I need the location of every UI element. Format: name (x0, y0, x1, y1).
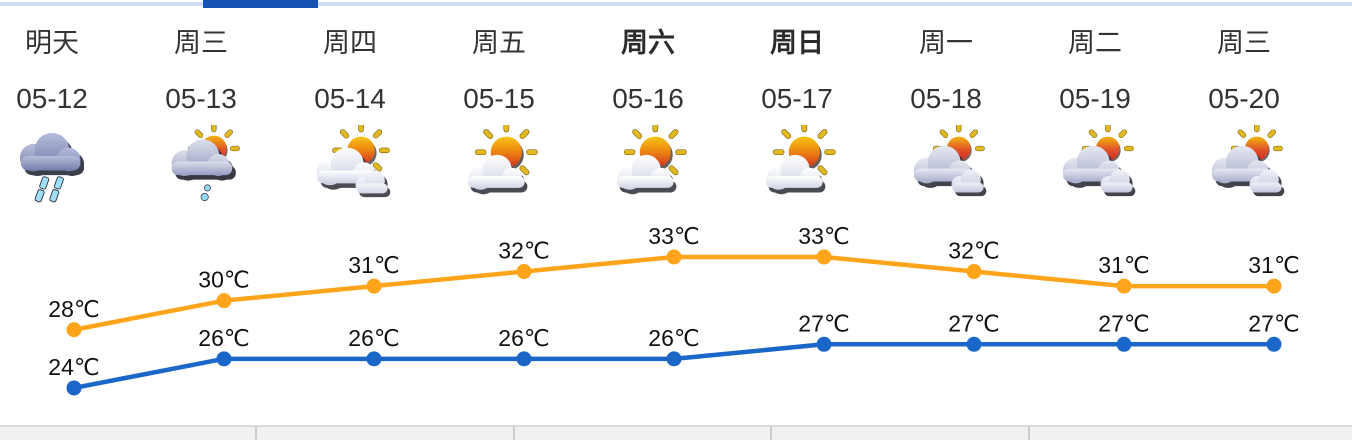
day-label: 明天 (25, 28, 79, 58)
day-date: 05-13 (165, 83, 237, 114)
day-column-05-16[interactable]: 周六 05-16 (573, 28, 723, 207)
low-temp-point (516, 351, 532, 367)
high-temp-label: 31℃ (1098, 252, 1149, 278)
sun-shower-icon (171, 125, 240, 202)
high-temp-label: 32℃ (948, 238, 999, 264)
day-date: 05-17 (761, 83, 833, 114)
day-column-05-15[interactable]: 周五 05-15 (424, 28, 574, 207)
active-tab-indicator (203, 0, 318, 8)
day-column-05-20[interactable]: 周三 05-20 (1169, 28, 1319, 207)
cloudy-icon (1211, 125, 1285, 197)
day-column-05-12[interactable]: 明天 05-12 (0, 28, 127, 207)
day-label: 周二 (1068, 28, 1122, 58)
table-cell-divider (1028, 427, 1030, 440)
weather-icon-slot (424, 123, 574, 207)
high-temp-point (1266, 278, 1282, 294)
weather-icon-slot (573, 123, 723, 207)
day-label: 周三 (174, 28, 228, 58)
high-temp-point (1116, 278, 1132, 294)
high-temp-point (816, 249, 832, 265)
high-temp-label: 28℃ (48, 296, 99, 322)
low-temp-label: 27℃ (798, 310, 849, 336)
tab-rail (0, 2, 1352, 6)
low-temp-label: 26℃ (198, 325, 249, 351)
day-column-05-18[interactable]: 周一 05-18 (871, 28, 1021, 207)
day-label: 周日 (770, 28, 824, 58)
low-temp-point (1116, 336, 1132, 352)
day-label: 周六 (621, 28, 675, 58)
day-date: 05-19 (1059, 83, 1131, 114)
low-temp-label: 26℃ (648, 325, 699, 351)
weather-icon-slot (275, 123, 425, 207)
weather-icon-slot (126, 123, 276, 207)
day-date: 05-12 (16, 83, 88, 114)
low-temp-point (1266, 336, 1282, 352)
day-column-05-13[interactable]: 周三 05-13 (126, 28, 276, 207)
low-temp-label: 26℃ (348, 325, 399, 351)
low-temp-label: 27℃ (1098, 310, 1149, 336)
low-temp-label: 24℃ (48, 354, 99, 380)
low-temp-label: 27℃ (1248, 310, 1299, 336)
high-temp-point (216, 293, 232, 309)
temperature-chart: 28℃ 30℃ 31℃ 32℃ 33℃ 33℃ 32℃ 31℃ 31℃ 24℃ 26℃ 26℃ 26℃ 2… (48, 223, 1300, 396)
cloudy-icon (1062, 125, 1136, 197)
day-label: 周一 (919, 28, 973, 58)
low-temp-point (216, 351, 232, 367)
high-temp-point (66, 322, 82, 338)
day-column-05-19[interactable]: 周二 05-19 (1020, 28, 1170, 207)
high-temp-point (666, 249, 682, 265)
day-column-05-17[interactable]: 周日 05-17 (722, 28, 872, 207)
sun-cloud-icon (467, 125, 538, 195)
table-cell-divider (255, 427, 257, 440)
day-column-05-14[interactable]: 周四 05-14 (275, 28, 425, 207)
high-temp-point (366, 278, 382, 294)
table-cell-divider (770, 427, 772, 440)
high-temp-label: 31℃ (348, 252, 399, 278)
cloudy-icon (913, 125, 987, 197)
bottom-table-strip (0, 425, 1352, 440)
low-temp-label: 26℃ (498, 325, 549, 351)
sun-cloud-icon (616, 125, 687, 195)
high-temp-label: 30℃ (198, 267, 249, 293)
low-temp-label: 27℃ (948, 310, 999, 336)
low-temp-point (366, 351, 382, 367)
day-date: 05-18 (910, 83, 982, 114)
weather-icon-slot (0, 123, 127, 207)
high-temp-label: 32℃ (498, 238, 549, 264)
low-temp-point (66, 380, 82, 396)
high-temp-point (516, 264, 532, 280)
day-date: 05-20 (1208, 83, 1280, 114)
high-temp-line (73, 254, 1274, 332)
day-date: 05-15 (463, 83, 535, 114)
weather-icon-slot (722, 123, 872, 207)
low-temp-point (966, 336, 982, 352)
day-label: 周四 (323, 28, 377, 58)
high-temp-label: 33℃ (798, 223, 849, 249)
day-date: 05-16 (612, 83, 684, 114)
table-cell-divider (513, 427, 515, 440)
high-temp-label: 31℃ (1248, 252, 1299, 278)
high-temp-label: 33℃ (648, 223, 699, 249)
low-temp-point (666, 351, 682, 367)
low-temp-point (816, 336, 832, 352)
heavy-rain-icon (19, 132, 85, 203)
weather-icon-slot (871, 123, 1021, 207)
day-label: 周三 (1217, 28, 1271, 58)
weather-icon-slot (1169, 123, 1319, 207)
sun-cloud-icon (765, 125, 836, 195)
high-temp-point (966, 264, 982, 280)
sun-clouds-icon (317, 125, 391, 198)
weather-icon-slot (1020, 123, 1170, 207)
day-label: 周五 (472, 28, 526, 58)
day-date: 05-14 (314, 83, 386, 114)
